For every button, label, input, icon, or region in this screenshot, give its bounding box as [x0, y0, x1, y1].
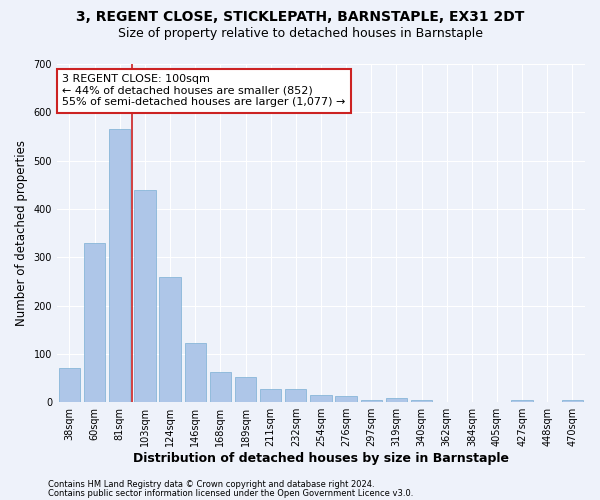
- Bar: [511, 400, 533, 402]
- Bar: [361, 400, 382, 402]
- Text: Contains HM Land Registry data © Crown copyright and database right 2024.: Contains HM Land Registry data © Crown c…: [48, 480, 374, 489]
- Bar: [209, 372, 231, 402]
- Text: 3 REGENT CLOSE: 100sqm
← 44% of detached houses are smaller (852)
55% of semi-de: 3 REGENT CLOSE: 100sqm ← 44% of detached…: [62, 74, 346, 108]
- Bar: [185, 343, 206, 402]
- Bar: [335, 396, 357, 402]
- Bar: [260, 388, 281, 402]
- Bar: [562, 400, 583, 402]
- Y-axis label: Number of detached properties: Number of detached properties: [15, 140, 28, 326]
- Text: Contains public sector information licensed under the Open Government Licence v3: Contains public sector information licen…: [48, 488, 413, 498]
- Bar: [134, 190, 155, 402]
- Bar: [386, 398, 407, 402]
- Bar: [285, 388, 307, 402]
- Bar: [109, 129, 130, 402]
- Bar: [411, 400, 432, 402]
- Bar: [235, 376, 256, 402]
- X-axis label: Distribution of detached houses by size in Barnstaple: Distribution of detached houses by size …: [133, 452, 509, 465]
- Bar: [160, 276, 181, 402]
- Bar: [310, 395, 332, 402]
- Text: Size of property relative to detached houses in Barnstaple: Size of property relative to detached ho…: [118, 28, 482, 40]
- Text: 3, REGENT CLOSE, STICKLEPATH, BARNSTAPLE, EX31 2DT: 3, REGENT CLOSE, STICKLEPATH, BARNSTAPLE…: [76, 10, 524, 24]
- Bar: [59, 368, 80, 402]
- Bar: [84, 243, 106, 402]
